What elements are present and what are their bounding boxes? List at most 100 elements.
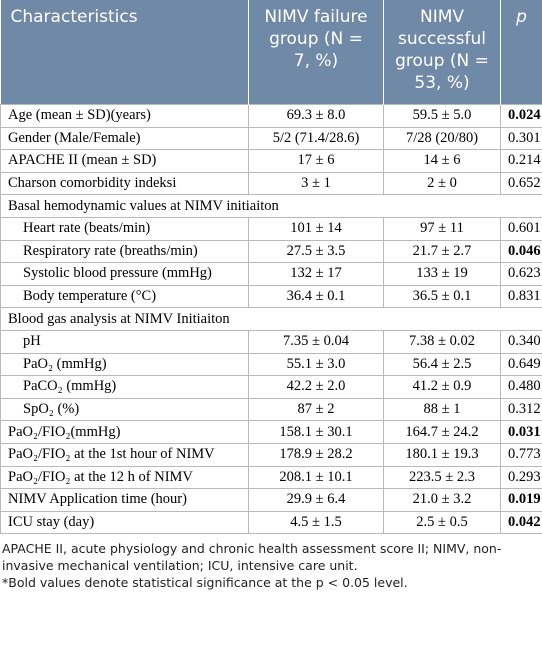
label-cell: SpO₂ (%) xyxy=(0,397,249,422)
data-row: Systolic blood pressure (mmHg) 132 ± 17 13… xyxy=(0,262,542,286)
success-cell: 7/28 (20/80) xyxy=(383,126,501,151)
success-cell: 2 ± 0 xyxy=(383,171,501,196)
p-cell: 0.480 xyxy=(500,375,542,399)
success-cell: 21.0 ± 3.2 xyxy=(383,488,501,512)
table-body: Age (mean ± SD)(years) 69.3 ± 8.0 59.5 ± 5… xyxy=(0,104,542,535)
label-cell: Gender (Male/Female) xyxy=(0,126,249,151)
data-row: Heart rate (beats/min) 101 ± 14 97 ± 11 0.6… xyxy=(0,216,542,241)
data-table: Characteristics NIMV failure group (N = … xyxy=(0,0,542,535)
p-cell: 0.214 xyxy=(500,149,542,173)
failure-cell: 69.3 ± 8.0 xyxy=(248,104,384,128)
label-cell: Systolic blood pressure (mmHg) xyxy=(0,262,249,286)
label-cell: Heart rate (beats/min) xyxy=(0,216,249,241)
footnote: *Bold values denote statistical signific… xyxy=(2,575,408,591)
failure-cell: 55.1 ± 3.0 xyxy=(248,352,384,377)
section-cell: Blood gas analysis at NIMV Initiaiton xyxy=(0,307,542,331)
header-cell: p xyxy=(500,0,542,105)
p-cell: 0.019 xyxy=(500,488,542,512)
success-cell: 133 ± 19 xyxy=(383,262,501,286)
failure-cell: 101 ± 14 xyxy=(248,216,384,241)
p-cell: 0.773 xyxy=(500,442,542,467)
failure-cell: 208.1 ± 10.1 xyxy=(248,465,384,490)
success-cell: 7.38 ± 0.02 xyxy=(383,329,501,354)
success-cell: 36.5 ± 0.1 xyxy=(383,284,501,309)
p-cell: 0.312 xyxy=(500,397,542,422)
label-cell: PaO₂/FIO₂ at the 1st hour of NIMV xyxy=(0,442,249,467)
p-cell: 0.031 xyxy=(500,420,542,444)
success-cell: 14 ± 6 xyxy=(383,149,501,173)
success-cell: 164.7 ± 24.2 xyxy=(383,420,501,444)
footnotes: APACHE II, acute physiology and chronic … xyxy=(0,534,542,591)
footnote: APACHE II, acute physiology and chronic … xyxy=(2,541,502,574)
label-cell: PaO₂ (mmHg) xyxy=(0,352,249,377)
p-cell: 0.340 xyxy=(500,329,542,354)
failure-cell: 5/2 (71.4/28.6) xyxy=(248,126,384,151)
table-header: Characteristics NIMV failure group (N = … xyxy=(0,0,542,105)
label-cell: Age (mean ± SD)(years) xyxy=(0,104,249,128)
p-cell: 0.652 xyxy=(500,171,542,196)
failure-cell: 27.5 ± 3.5 xyxy=(248,239,384,264)
failure-cell: 132 ± 17 xyxy=(248,262,384,286)
success-cell: 59.5 ± 5.0 xyxy=(383,104,501,128)
success-cell: 97 ± 11 xyxy=(383,216,501,241)
p-cell: 0.649 xyxy=(500,352,542,377)
success-cell: 180.1 ± 19.3 xyxy=(383,442,501,467)
data-row: Gender (Male/Female) 5/2 (71.4/28.6) 7/28 … xyxy=(0,126,542,151)
failure-cell: 87 ± 2 xyxy=(248,397,384,422)
data-row: pH 7.35 ± 0.04 7.38 ± 0.02 0.340 xyxy=(0,329,542,354)
section-row: Blood gas analysis at NIMV Initiaiton xyxy=(0,307,542,331)
failure-cell: 17 ± 6 xyxy=(248,149,384,173)
label-cell: ICU stay (day) xyxy=(0,510,249,535)
section-cell: Basal hemodynamic values at NIMV initiai… xyxy=(0,194,542,218)
failure-cell: 42.2 ± 2.0 xyxy=(248,375,384,399)
label-cell: Respiratory rate (breaths/min) xyxy=(0,239,249,264)
label-cell: APACHE II (mean ± SD) xyxy=(0,149,249,173)
p-cell: 0.293 xyxy=(500,465,542,490)
success-cell: 21.7 ± 2.7 xyxy=(383,239,501,264)
p-cell: 0.042 xyxy=(500,510,542,535)
header-row: Characteristics NIMV failure group (N = … xyxy=(0,0,542,105)
data-row: ICU stay (day) 4.5 ± 1.5 2.5 ± 0.5 0.042 xyxy=(0,510,542,535)
data-row: SpO₂ (%) 87 ± 2 88 ± 1 0.312 xyxy=(0,397,542,422)
p-cell: 0.301 xyxy=(500,126,542,151)
success-cell: 223.5 ± 2.3 xyxy=(383,465,501,490)
data-row: APACHE II (mean ± SD) 17 ± 6 14 ± 6 0.214 xyxy=(0,149,542,173)
success-cell: 2.5 ± 0.5 xyxy=(383,510,501,535)
p-cell: 0.024 xyxy=(500,104,542,128)
data-row: Respiratory rate (breaths/min) 27.5 ± 3.5… xyxy=(0,239,542,264)
failure-cell: 29.9 ± 6.4 xyxy=(248,488,384,512)
failure-cell: 158.1 ± 30.1 xyxy=(248,420,384,444)
label-cell: NIMV Application time (hour) xyxy=(0,488,249,512)
section-row: Basal hemodynamic values at NIMV initiai… xyxy=(0,194,542,218)
failure-cell: 178.9 ± 28.2 xyxy=(248,442,384,467)
success-cell: 56.4 ± 2.5 xyxy=(383,352,501,377)
header-cell: NIMV failure group (N = 7, %) xyxy=(248,0,384,105)
label-cell: pH xyxy=(0,329,249,354)
p-cell: 0.831 xyxy=(500,284,542,309)
data-row: PaCO₂ (mmHg) 42.2 ± 2.0 41.2 ± 0.9 0.480 xyxy=(0,375,542,399)
data-row: PaO₂/FIO₂ at the 12 h of NIMV 208.1 ± 10.… xyxy=(0,465,542,490)
success-cell: 41.2 ± 0.9 xyxy=(383,375,501,399)
label-cell: PaCO₂ (mmHg) xyxy=(0,375,249,399)
data-row: Body temperature (°C) 36.4 ± 0.1 36.5 ± 0.… xyxy=(0,284,542,309)
label-cell: PaO₂/FIO₂(mmHg) xyxy=(0,420,249,444)
p-cell: 0.601 xyxy=(500,216,542,241)
success-cell: 88 ± 1 xyxy=(383,397,501,422)
failure-cell: 3 ± 1 xyxy=(248,171,384,196)
failure-cell: 4.5 ± 1.5 xyxy=(248,510,384,535)
data-row: PaO₂ (mmHg) 55.1 ± 3.0 56.4 ± 2.5 0.649 xyxy=(0,352,542,377)
data-row: NIMV Application time (hour) 29.9 ± 6.4 21… xyxy=(0,488,542,512)
p-cell: 0.046 xyxy=(500,239,542,264)
data-row: Age (mean ± SD)(years) 69.3 ± 8.0 59.5 ± 5… xyxy=(0,104,542,128)
data-row: PaO₂/FIO₂(mmHg) 158.1 ± 30.1 164.7 ± 24.2 0… xyxy=(0,420,542,444)
label-cell: Body temperature (°C) xyxy=(0,284,249,309)
label-cell: PaO₂/FIO₂ at the 12 h of NIMV xyxy=(0,465,249,490)
data-row: PaO₂/FIO₂ at the 1st hour of NIMV 178.9 ±… xyxy=(0,442,542,467)
header-cell: NIMV successful group (N = 53, %) xyxy=(383,0,501,105)
failure-cell: 36.4 ± 0.1 xyxy=(248,284,384,309)
label-cell: Charson comorbidity indeksi xyxy=(0,171,249,196)
failure-cell: 7.35 ± 0.04 xyxy=(248,329,384,354)
p-cell: 0.623 xyxy=(500,262,542,286)
